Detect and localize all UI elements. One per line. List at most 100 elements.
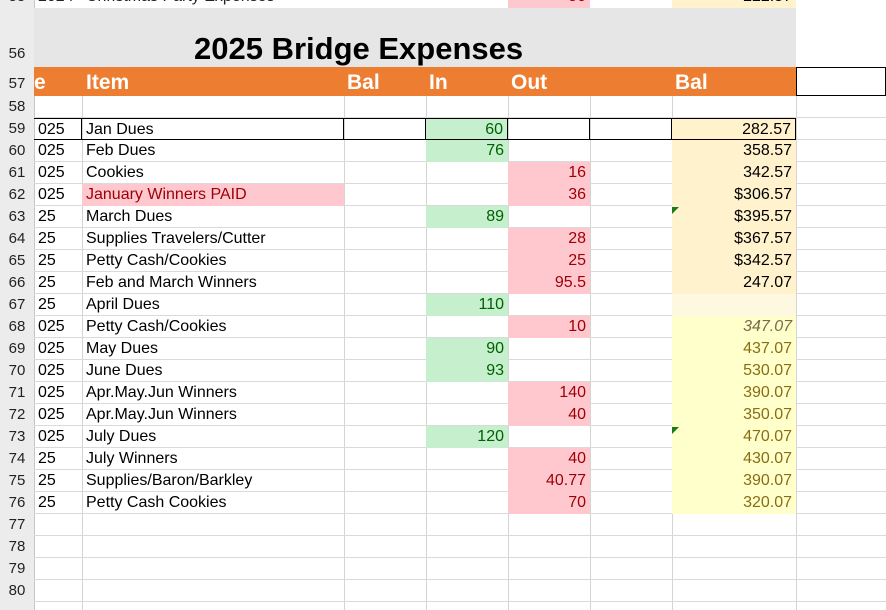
cell-date[interactable]: 25 bbox=[38, 494, 56, 511]
cell-bal[interactable]: 222.57 bbox=[672, 0, 796, 8]
cell-item[interactable] bbox=[82, 514, 344, 536]
row-number[interactable]: 80 bbox=[8, 582, 26, 599]
cell-out[interactable] bbox=[508, 536, 590, 558]
cell-date[interactable]: 25 bbox=[38, 230, 56, 247]
row-number[interactable]: 75 bbox=[8, 472, 26, 489]
cell-out[interactable]: 40.77 bbox=[508, 470, 590, 492]
cell-in[interactable]: 60 bbox=[426, 118, 508, 140]
cell-out[interactable] bbox=[508, 426, 590, 448]
cell-bal-left[interactable] bbox=[344, 536, 426, 558]
comment-indicator-icon[interactable] bbox=[672, 207, 679, 214]
cell-date[interactable] bbox=[34, 96, 82, 118]
cell-out[interactable]: 10 bbox=[508, 316, 590, 338]
sheet-title[interactable]: 2025 Bridge Expenses bbox=[194, 31, 524, 66]
cell-bal-left[interactable] bbox=[344, 250, 426, 272]
cell-bal-left[interactable] bbox=[344, 448, 426, 470]
cell-in[interactable] bbox=[426, 492, 508, 514]
cell-in[interactable] bbox=[426, 580, 508, 602]
cell-bal[interactable] bbox=[672, 294, 796, 316]
cell-bal-left[interactable] bbox=[344, 514, 426, 536]
cell-item[interactable]: Feb Dues bbox=[86, 142, 156, 159]
cell-in[interactable] bbox=[426, 250, 508, 272]
cell-date[interactable]: 025 bbox=[38, 384, 65, 401]
cell-gap[interactable] bbox=[590, 140, 672, 162]
row-number[interactable]: 55 bbox=[0, 0, 34, 8]
cell-bal[interactable]: 282.57 bbox=[672, 118, 796, 140]
spreadsheet-grid[interactable]: 2024 Christmas Party Expenses 50 222.57 … bbox=[34, 0, 886, 610]
cell-in[interactable] bbox=[426, 470, 508, 492]
row-number[interactable]: 76 bbox=[8, 494, 26, 511]
cell-bal[interactable]: 390.07 bbox=[672, 470, 796, 492]
cell-item[interactable] bbox=[82, 96, 344, 118]
cell-in[interactable]: 89 bbox=[426, 206, 508, 228]
cell-bal-left[interactable] bbox=[344, 426, 426, 448]
cell-bal[interactable]: 437.07 bbox=[672, 338, 796, 360]
row-number[interactable]: 65 bbox=[8, 252, 26, 269]
cell-item[interactable]: Supplies/Baron/Barkley bbox=[86, 472, 253, 489]
cell-out[interactable]: 70 bbox=[508, 492, 590, 514]
cell-bal[interactable] bbox=[672, 96, 796, 118]
cell-out[interactable] bbox=[508, 294, 590, 316]
cell-date[interactable]: 025 bbox=[34, 118, 82, 140]
cell-in[interactable] bbox=[426, 448, 508, 470]
row-number[interactable]: 78 bbox=[8, 538, 26, 555]
cell-in[interactable] bbox=[426, 272, 508, 294]
cell-date[interactable]: 25 bbox=[38, 208, 56, 225]
cell-in[interactable] bbox=[426, 404, 508, 426]
cell-in[interactable] bbox=[426, 96, 508, 118]
row-number[interactable]: 73 bbox=[8, 428, 26, 445]
cell-bal-left[interactable] bbox=[344, 294, 426, 316]
cell-in[interactable] bbox=[426, 316, 508, 338]
cell-out[interactable] bbox=[508, 96, 590, 118]
cell-bal[interactable] bbox=[672, 580, 796, 602]
cell-item[interactable]: Supplies Travelers/Cutter bbox=[86, 230, 266, 247]
row-number[interactable]: 69 bbox=[8, 340, 26, 357]
cell-in[interactable] bbox=[426, 536, 508, 558]
cell-item[interactable]: Petty Cash/Cookies bbox=[86, 318, 227, 335]
row-number[interactable]: 62 bbox=[8, 186, 26, 203]
cell-item[interactable]: Apr.May.Jun Winners bbox=[86, 406, 237, 423]
cell-out[interactable] bbox=[508, 514, 590, 536]
cell-gap[interactable] bbox=[590, 272, 672, 294]
cell-date[interactable]: 025 bbox=[38, 186, 65, 203]
cell-bal[interactable]: $306.57 bbox=[672, 184, 796, 206]
cell-in[interactable] bbox=[426, 514, 508, 536]
cell-bal[interactable] bbox=[672, 558, 796, 580]
header-bal-left[interactable]: Bal bbox=[347, 71, 380, 94]
cell-item[interactable] bbox=[82, 580, 344, 602]
cell-item[interactable]: Petty Cash/Cookies bbox=[86, 252, 227, 269]
cell-gap[interactable] bbox=[590, 426, 672, 448]
selected-cell[interactable] bbox=[796, 67, 886, 96]
cell-in[interactable] bbox=[426, 184, 508, 206]
cell-date[interactable] bbox=[34, 536, 82, 558]
cell-out[interactable]: 40 bbox=[508, 404, 590, 426]
cell-bal-left[interactable] bbox=[344, 140, 426, 162]
cell-date[interactable] bbox=[34, 580, 82, 602]
cell-bal-left[interactable] bbox=[344, 206, 426, 228]
row-number[interactable]: 74 bbox=[8, 450, 26, 467]
cell-gap[interactable] bbox=[590, 162, 672, 184]
cell-in[interactable]: 110 bbox=[426, 294, 508, 316]
cell-date[interactable]: 025 bbox=[38, 362, 65, 379]
cell-gap[interactable] bbox=[590, 448, 672, 470]
cell-in[interactable] bbox=[426, 558, 508, 580]
cell-item[interactable] bbox=[82, 536, 344, 558]
cell-date[interactable] bbox=[34, 514, 82, 536]
cell-gap[interactable] bbox=[590, 580, 672, 602]
cell-item[interactable]: Petty Cash Cookies bbox=[86, 494, 227, 511]
cell-date[interactable]: 25 bbox=[38, 296, 56, 313]
cell-bal-left[interactable] bbox=[344, 360, 426, 382]
row-number[interactable]: 58 bbox=[8, 98, 26, 115]
cell-date[interactable]: 25 bbox=[38, 472, 56, 489]
cell-in[interactable]: 90 bbox=[426, 338, 508, 360]
cell-out[interactable]: 25 bbox=[508, 250, 590, 272]
cell-item[interactable]: March Dues bbox=[86, 208, 173, 225]
cell-date[interactable]: 025 bbox=[38, 142, 65, 159]
cell-out[interactable] bbox=[508, 206, 590, 228]
cell-bal-left[interactable] bbox=[344, 118, 426, 140]
cell-out[interactable]: 95.5 bbox=[508, 272, 590, 294]
cell-item[interactable]: April Dues bbox=[86, 296, 160, 313]
cell-bal[interactable]: $395.57 bbox=[672, 206, 796, 228]
cell-item[interactable]: Christmas Party Expenses bbox=[82, 0, 342, 8]
cell-bal[interactable]: 347.07 bbox=[672, 316, 796, 338]
